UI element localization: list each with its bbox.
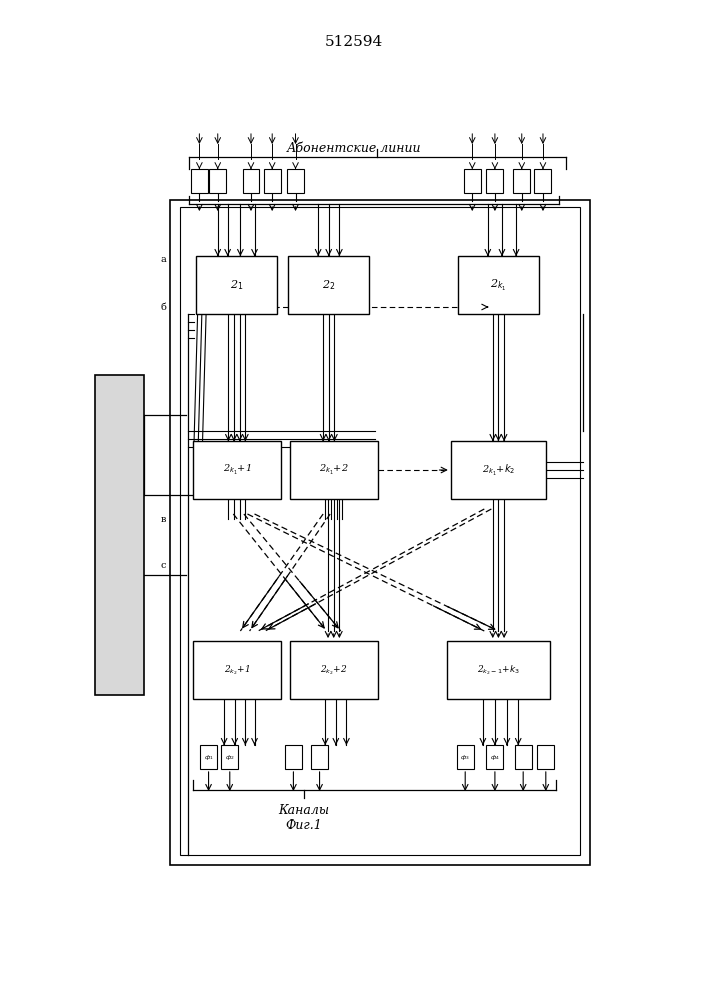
Text: ф$_4$: ф$_4$ (490, 752, 500, 762)
Bar (285, 745, 302, 769)
Bar (197, 256, 277, 314)
Text: ф$_2$: ф$_2$ (225, 752, 235, 762)
Bar (200, 745, 217, 769)
Text: с: с (160, 560, 166, 570)
Text: 2$_{k_1}$+$k_2$: 2$_{k_1}$+$k_2$ (482, 462, 515, 478)
Text: 512594: 512594 (325, 35, 382, 49)
Text: 2$_{k_2-1}$+$k_3$: 2$_{k_2-1}$+$k_3$ (477, 663, 520, 677)
Bar (451, 441, 547, 499)
Text: 2$_{k_1}$+2: 2$_{k_1}$+2 (319, 463, 349, 477)
Text: б: б (160, 302, 166, 312)
Text: 2$_{k_2}$+1: 2$_{k_2}$+1 (223, 663, 250, 677)
Text: ф$_1$: ф$_1$ (204, 752, 214, 762)
Bar (221, 745, 238, 769)
Text: в: в (160, 516, 166, 524)
Bar (457, 745, 474, 769)
Bar (486, 169, 503, 193)
Text: Абонентские линии: Абонентские линии (286, 142, 421, 155)
Bar (311, 745, 328, 769)
Text: Фиг.1: Фиг.1 (286, 819, 322, 832)
Bar (95, 375, 144, 695)
Bar (534, 169, 551, 193)
Text: 2$_{k_1}$+1: 2$_{k_1}$+1 (223, 463, 251, 477)
Text: 2$_{k_2}$+2: 2$_{k_2}$+2 (320, 663, 347, 677)
Bar (458, 256, 539, 314)
Text: Каналы: Каналы (279, 804, 329, 817)
Bar (515, 745, 532, 769)
Text: 2$_{k_1}$: 2$_{k_1}$ (490, 277, 507, 293)
Bar (537, 745, 554, 769)
Bar (287, 169, 304, 193)
Text: 2$_2$: 2$_2$ (322, 278, 335, 292)
Bar (464, 169, 481, 193)
Bar (264, 169, 281, 193)
Text: 2$_1$: 2$_1$ (230, 278, 244, 292)
Bar (193, 641, 281, 699)
Bar (191, 169, 208, 193)
Text: ф$_3$: ф$_3$ (460, 752, 470, 762)
Bar (243, 169, 259, 193)
Bar (209, 169, 226, 193)
Bar (513, 169, 530, 193)
Bar (447, 641, 550, 699)
Bar (290, 441, 378, 499)
Bar (288, 256, 370, 314)
Bar (180, 207, 580, 855)
Bar (193, 441, 281, 499)
Text: а: а (160, 255, 166, 264)
Bar (486, 745, 503, 769)
Bar (290, 641, 378, 699)
Bar (170, 200, 590, 865)
